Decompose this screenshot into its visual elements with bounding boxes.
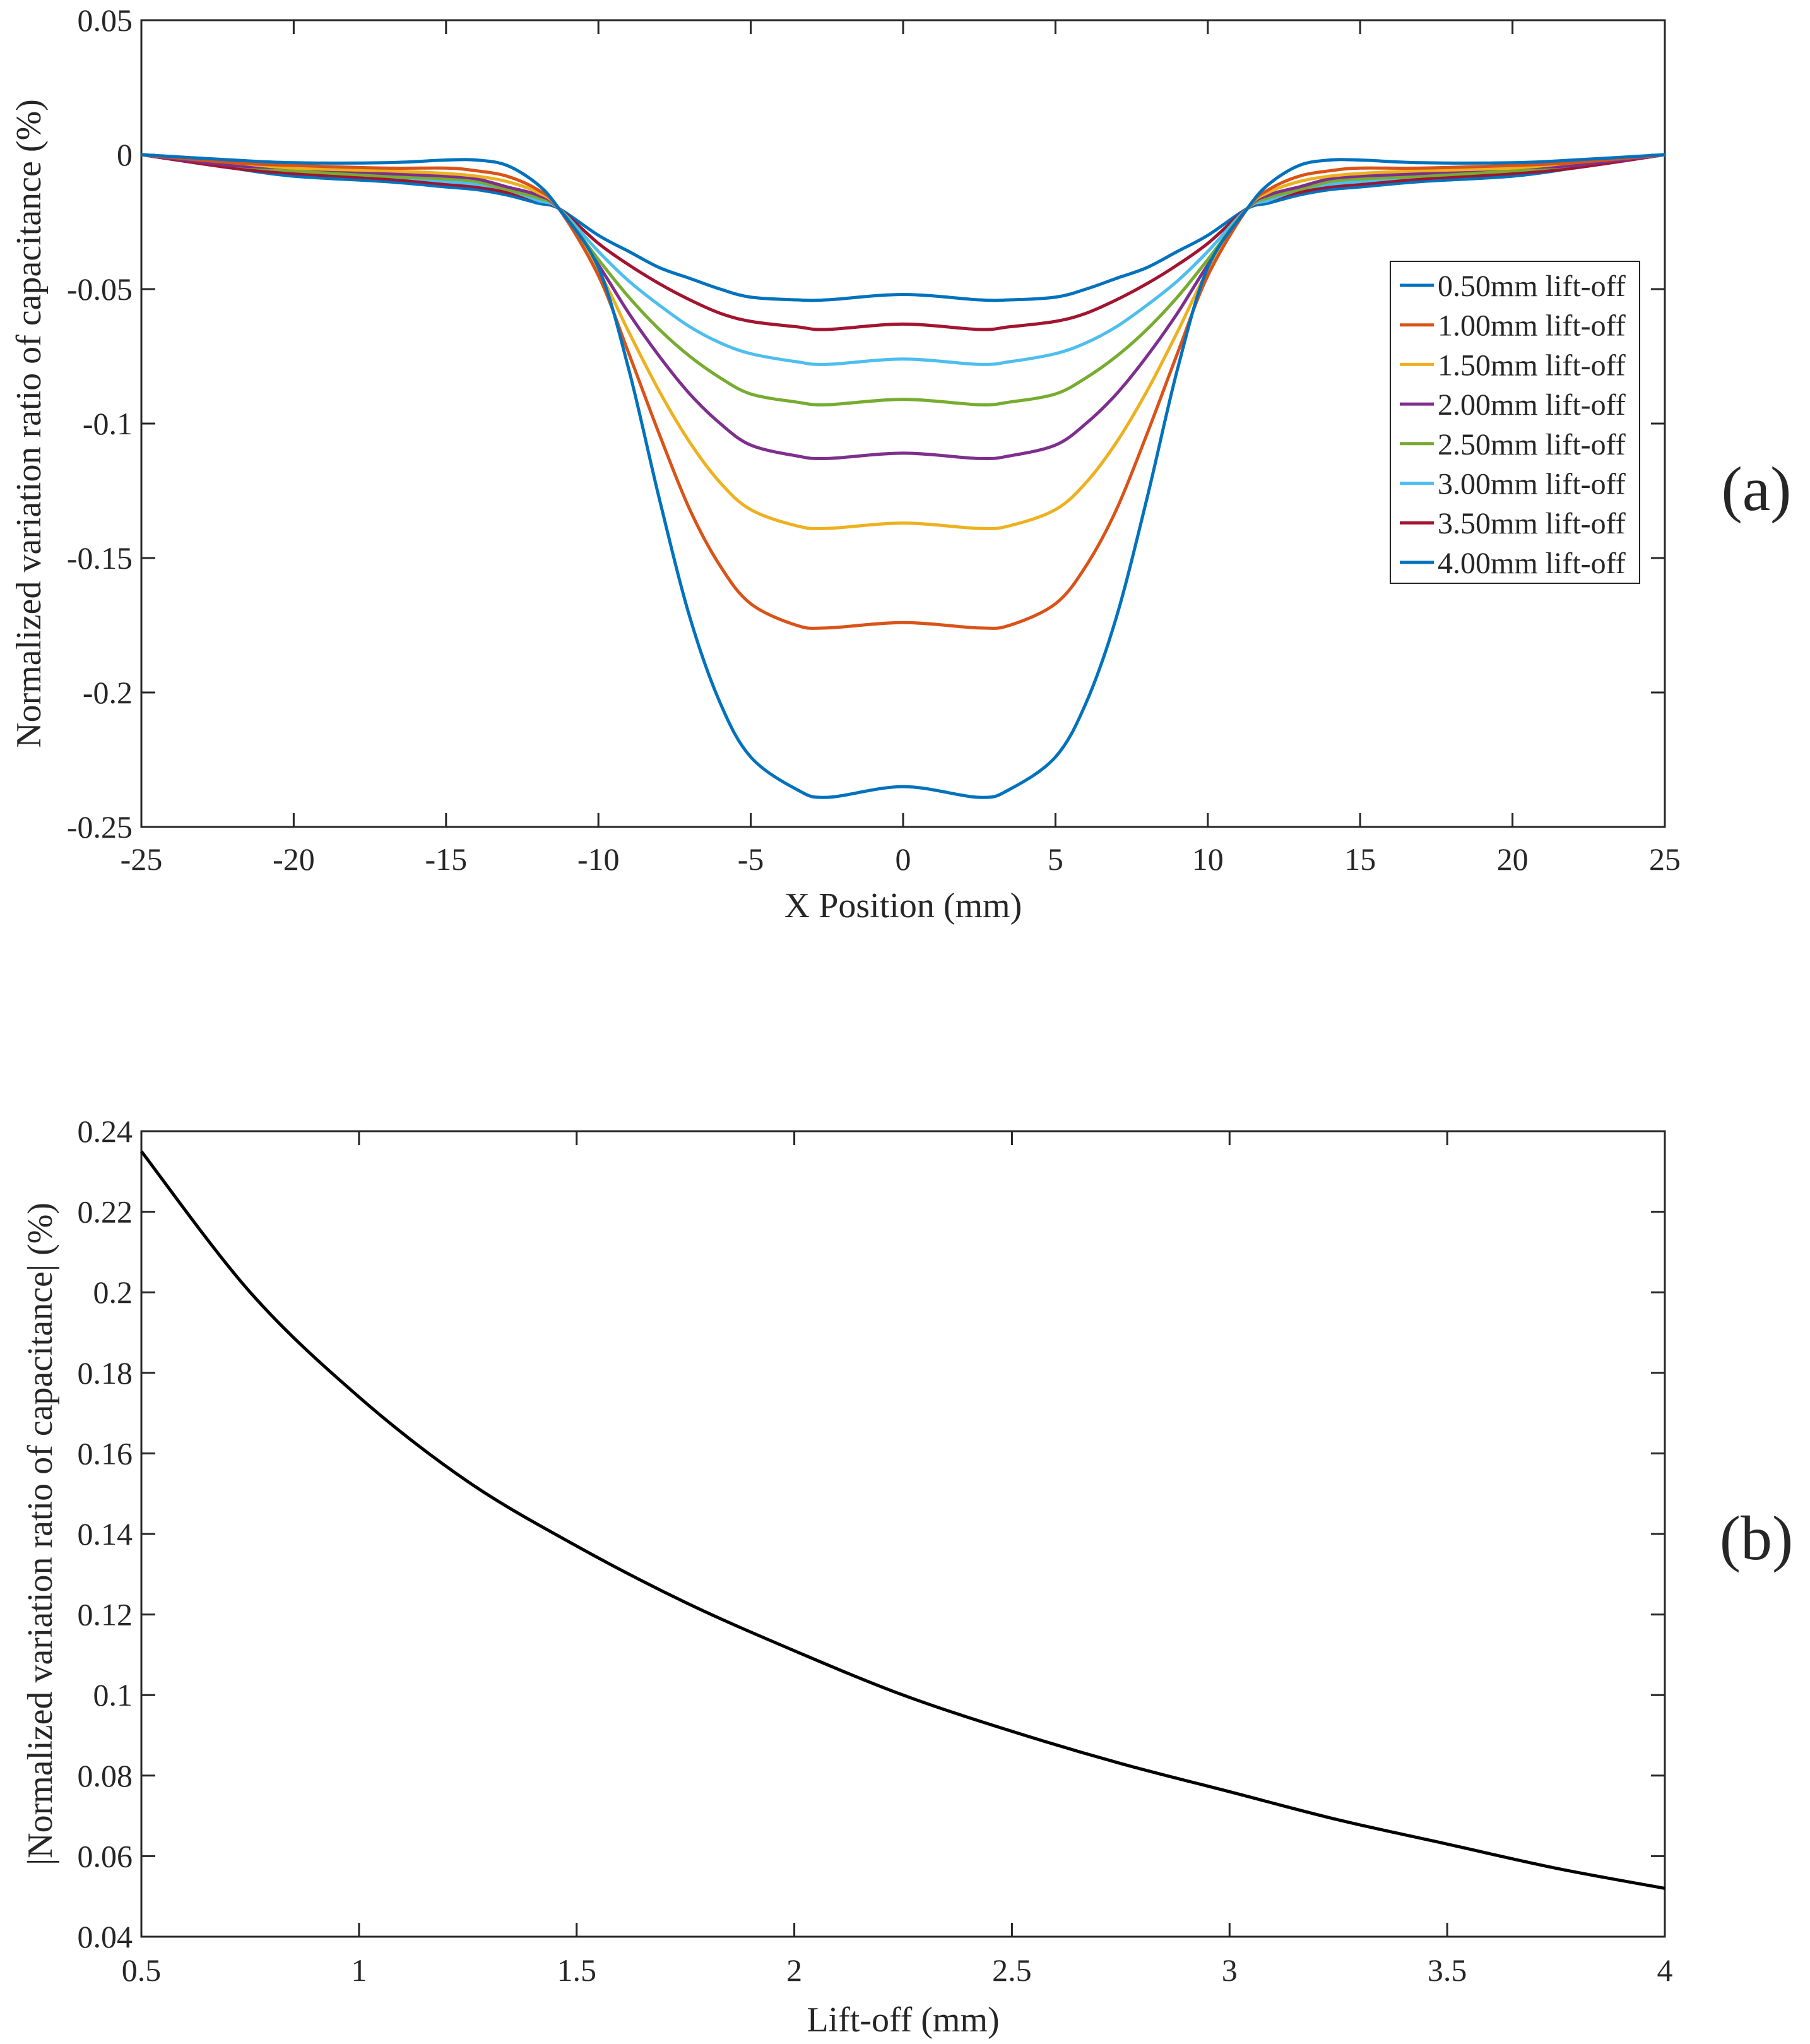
x-tick-label-b: 4 <box>1657 1952 1673 1988</box>
y-tick-label-a: 0 <box>117 137 133 172</box>
x-tick-labels-b: 0.5 1 1.5 2 2.5 3 3.5 4 <box>122 1952 1673 1988</box>
y-tick-label-b: 0.18 <box>78 1355 133 1391</box>
legend-label: 2.50mm lift-off <box>1438 428 1626 461</box>
plot-area-b <box>140 1130 1666 1938</box>
y-tick-label-b: 0.22 <box>78 1194 133 1230</box>
x-tick-label-a: 15 <box>1344 841 1376 877</box>
series-line-4-00mm-lift-off <box>141 153 1665 302</box>
x-tick-label-a: 5 <box>1048 841 1063 877</box>
legend-label: 2.00mm lift-off <box>1438 388 1626 422</box>
series-line-lift-off-curve <box>140 1150 1665 1890</box>
y-tick-label-b: 0.14 <box>78 1516 133 1552</box>
x-tick-labels-a: -25 -20 -15 -10 -5 0 5 10 15 20 25 <box>121 841 1681 877</box>
y-tick-label-b: 0.06 <box>78 1838 133 1874</box>
panel-label-a: (a) <box>1722 454 1792 524</box>
legend-label: 4.00mm lift-off <box>1438 547 1626 580</box>
x-tick-label-a: -25 <box>121 841 163 877</box>
panel-a: -25 -20 -15 -10 -5 0 5 10 15 20 25 -0.25-0.2-0.15-… <box>9 3 1792 925</box>
x-tick-label-a: -20 <box>273 841 315 877</box>
x-tick-label-a: -15 <box>425 841 467 877</box>
series-line-3-50mm-lift-off <box>141 153 1665 331</box>
y-axis-label-a: Normalized variation ratio of capacitanc… <box>9 99 49 748</box>
y-tick-label-a: 0.05 <box>78 3 133 38</box>
x-tick-label-b: 2 <box>786 1952 802 1988</box>
y-tick-label-b: 0.16 <box>78 1435 133 1471</box>
series-group-a <box>141 153 1665 799</box>
legend-box-a <box>1390 261 1640 584</box>
tick-marks-b <box>140 1130 1666 1938</box>
series-line-3-00mm-lift-off <box>141 153 1665 366</box>
legend-label: 1.00mm lift-off <box>1438 309 1626 343</box>
x-tick-label-b: 1.5 <box>557 1952 596 1988</box>
y-tick-label-b: 0.04 <box>78 1919 133 1954</box>
x-tick-label-a: 0 <box>896 841 911 877</box>
x-tick-label-b: 0.5 <box>122 1952 162 1988</box>
y-tick-label-a: -0.2 <box>83 675 133 710</box>
x-tick-label-a: -5 <box>738 841 764 877</box>
y-tick-label-b: 0.24 <box>78 1114 133 1149</box>
y-tick-label-b: 0.08 <box>78 1758 133 1793</box>
y-tick-label-b: 0.12 <box>78 1597 133 1632</box>
x-axis-label-b: Lift-off (mm) <box>807 2000 999 2040</box>
y-tick-labels-a: -0.25 -0.2 -0.15 -0.1 -0.05 0 0.05 <box>67 3 133 845</box>
legend-label: 0.50mm lift-off <box>1438 270 1626 303</box>
x-tick-label-a: 20 <box>1497 841 1529 877</box>
y-tick-label-a: -0.05 <box>67 271 133 307</box>
panel-label-b: (b) <box>1720 1503 1794 1573</box>
y-tick-label-a: -0.25 <box>67 809 133 845</box>
series-line-2-50mm-lift-off <box>141 153 1665 407</box>
series-line-1-50mm-lift-off <box>141 153 1665 530</box>
legend-label: 3.00mm lift-off <box>1438 468 1626 501</box>
x-axis-label-a: X Position (mm) <box>784 886 1022 925</box>
x-tick-label-b: 2.5 <box>992 1952 1032 1988</box>
series-group-b <box>140 1150 1665 1890</box>
y-tick-label-b: 0.1 <box>93 1677 133 1713</box>
series-line-0-50mm-lift-off <box>141 153 1665 799</box>
y-tick-label-b: 0.2 <box>93 1275 133 1310</box>
series-line-2-00mm-lift-off <box>141 153 1665 461</box>
y-tick-label-a: -0.1 <box>83 406 133 441</box>
panel-b: 0.5 1 1.5 2 2.5 3 3.5 4 0.04 0.06 0.08 0.1 0.12 0.14… <box>21 1114 1793 2040</box>
y-tick-label-a: -0.15 <box>67 540 133 576</box>
x-tick-label-b: 3 <box>1222 1952 1238 1988</box>
x-tick-label-b: 1 <box>351 1952 367 1988</box>
y-tick-labels-b: 0.04 0.06 0.08 0.1 0.12 0.14 0.16 0.18 0.2 0.22 0.… <box>78 1114 133 1954</box>
x-tick-label-b: 3.5 <box>1428 1952 1467 1988</box>
x-tick-label-a: 25 <box>1649 841 1681 877</box>
series-line-1-00mm-lift-off <box>141 153 1665 630</box>
x-tick-label-a: -10 <box>577 841 620 877</box>
x-tick-label-a: 10 <box>1192 841 1224 877</box>
y-axis-label-b: |Normalized variation ratio of capacitan… <box>21 1203 60 1865</box>
legend-label: 1.50mm lift-off <box>1438 348 1626 382</box>
legend-a: 0.50mm lift-off 1.00mm lift-off 1.50mm lif… <box>1390 261 1640 584</box>
legend-label: 3.50mm lift-off <box>1438 507 1626 540</box>
